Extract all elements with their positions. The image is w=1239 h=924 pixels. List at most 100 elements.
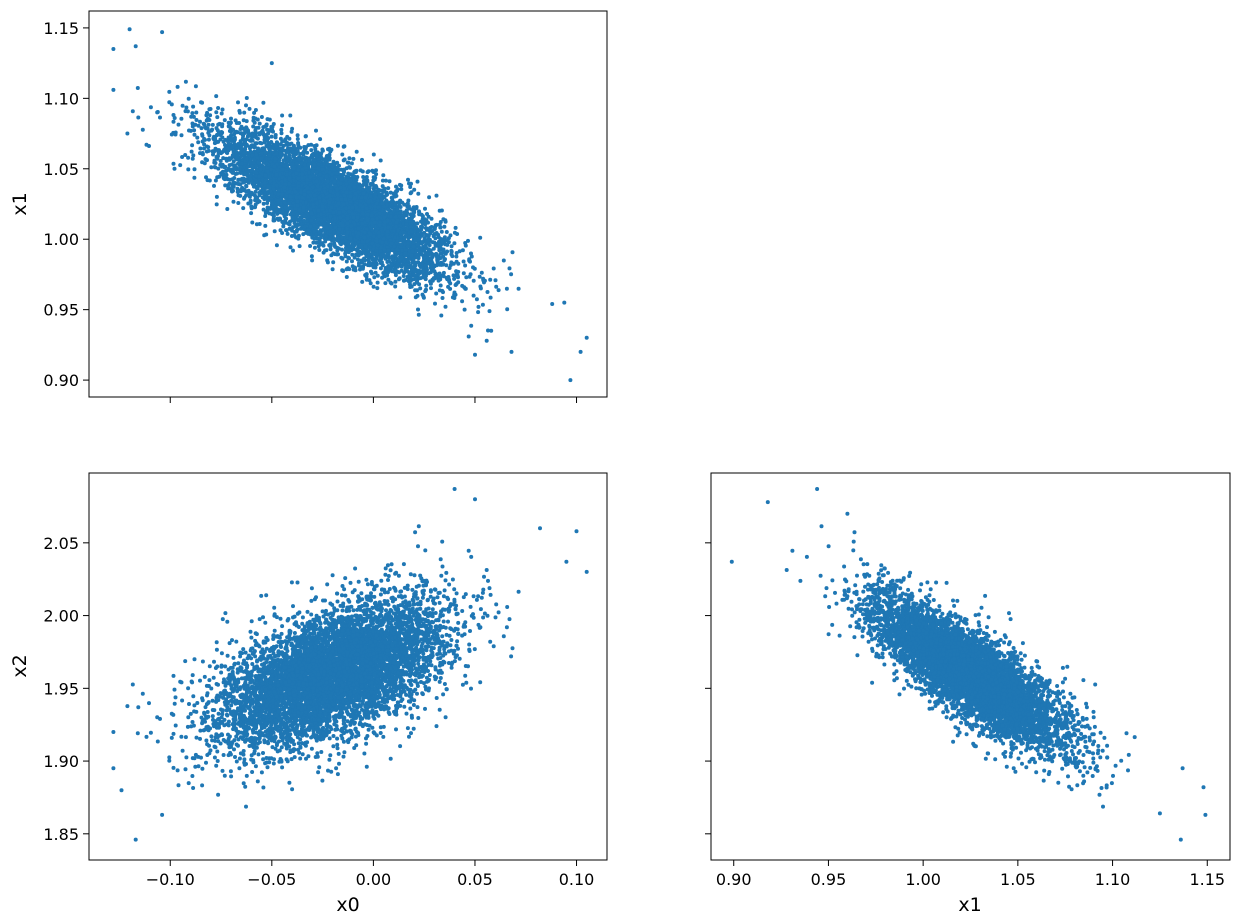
scatter-point (491, 266, 496, 271)
scatter-point (370, 251, 375, 256)
scatter-point (433, 225, 437, 230)
scatter-point (274, 208, 279, 213)
scatter-point (178, 163, 183, 168)
scatter-point (204, 149, 209, 154)
scatter-point (289, 141, 294, 146)
scatter-point (449, 252, 454, 257)
scatter-point (429, 216, 434, 221)
scatter-point (419, 219, 423, 224)
scatter-point (210, 127, 215, 132)
scatter-point (192, 132, 197, 137)
scatter-point (449, 244, 454, 249)
scatter-point (369, 269, 373, 274)
scatter-point (399, 183, 404, 188)
scatter-point (280, 210, 285, 215)
scatter-point (453, 225, 458, 230)
scatter-point (250, 220, 255, 225)
scatter-point (427, 195, 432, 200)
scatter-point (327, 243, 332, 248)
scatter-point (474, 297, 479, 302)
scatter-point (378, 158, 383, 163)
scatter-point (423, 206, 427, 211)
scatter-point (447, 266, 452, 270)
scatter-point (244, 96, 249, 100)
scatter-point (415, 242, 420, 247)
scatter-point (219, 151, 223, 156)
scatter-point (501, 258, 506, 263)
scatter-point (371, 284, 376, 289)
scatter-point (195, 135, 200, 140)
scatter-point (438, 283, 443, 288)
scatter-point (291, 248, 295, 253)
scatter-point (267, 117, 272, 122)
scatter-point (415, 293, 420, 298)
scatter-point (179, 133, 184, 138)
scatter-point (471, 265, 475, 270)
scatter-points (111, 27, 589, 383)
scatter-point (449, 248, 454, 253)
scatter-point (190, 124, 195, 129)
scatter-point (216, 166, 221, 171)
scatter-point (206, 145, 211, 150)
scatter-point (253, 130, 258, 135)
scatter-point (253, 195, 258, 200)
scatter-point (399, 187, 404, 192)
scatter-point (452, 230, 457, 235)
scatter-point (216, 154, 220, 158)
scatter-point (227, 163, 232, 168)
scatter-point (173, 132, 178, 137)
scatter-point (135, 86, 140, 90)
scatter-point (434, 291, 439, 296)
scatter-point (442, 224, 447, 229)
scatter-point (191, 153, 196, 158)
scatter-point (308, 244, 313, 248)
scatter-point (460, 299, 465, 304)
scatter-point (487, 309, 492, 314)
scatter-point (140, 127, 145, 132)
scatter-point (332, 243, 337, 248)
scatter-point (396, 277, 401, 282)
scatter-point (428, 225, 433, 230)
scatter-point (312, 158, 317, 162)
scatter-point (215, 115, 220, 120)
scatter-point (363, 273, 368, 278)
scatter-point (281, 224, 286, 229)
scatter-point (340, 152, 345, 157)
scatter-point (318, 242, 323, 247)
scatter-point (429, 286, 433, 291)
scatter-point (416, 191, 421, 196)
scatter-point (287, 136, 292, 141)
scatter-point (169, 102, 174, 107)
scatter-point (266, 131, 271, 136)
scatter-point (415, 179, 420, 184)
scatter-point (244, 103, 248, 108)
scatter-point (216, 106, 221, 110)
scatter-point (418, 228, 423, 233)
scatter-point (444, 230, 449, 234)
scatter-point (318, 151, 323, 156)
scatter-point (312, 236, 317, 241)
scatter-point (452, 296, 457, 300)
scatter-point (310, 258, 315, 263)
scatter-point (167, 89, 172, 94)
scatter-point (479, 270, 484, 275)
scatter-point (259, 115, 264, 119)
scatter-point (464, 275, 469, 280)
scatter-point (230, 153, 235, 158)
scatter-point (214, 110, 219, 115)
scatter-point (220, 107, 225, 112)
scatter-point (505, 307, 510, 312)
scatter-point (227, 156, 232, 161)
scatter-point (390, 254, 395, 259)
scatter-point (247, 106, 252, 111)
scatter-point (273, 143, 278, 148)
scatter-point (401, 278, 406, 283)
scatter-point (439, 229, 444, 234)
scatter-point (232, 149, 237, 154)
scatter-point (349, 161, 354, 166)
scatter-point (383, 178, 388, 183)
scatter-point (209, 165, 214, 170)
scatter-point (372, 275, 377, 280)
scatter-point (452, 276, 457, 281)
